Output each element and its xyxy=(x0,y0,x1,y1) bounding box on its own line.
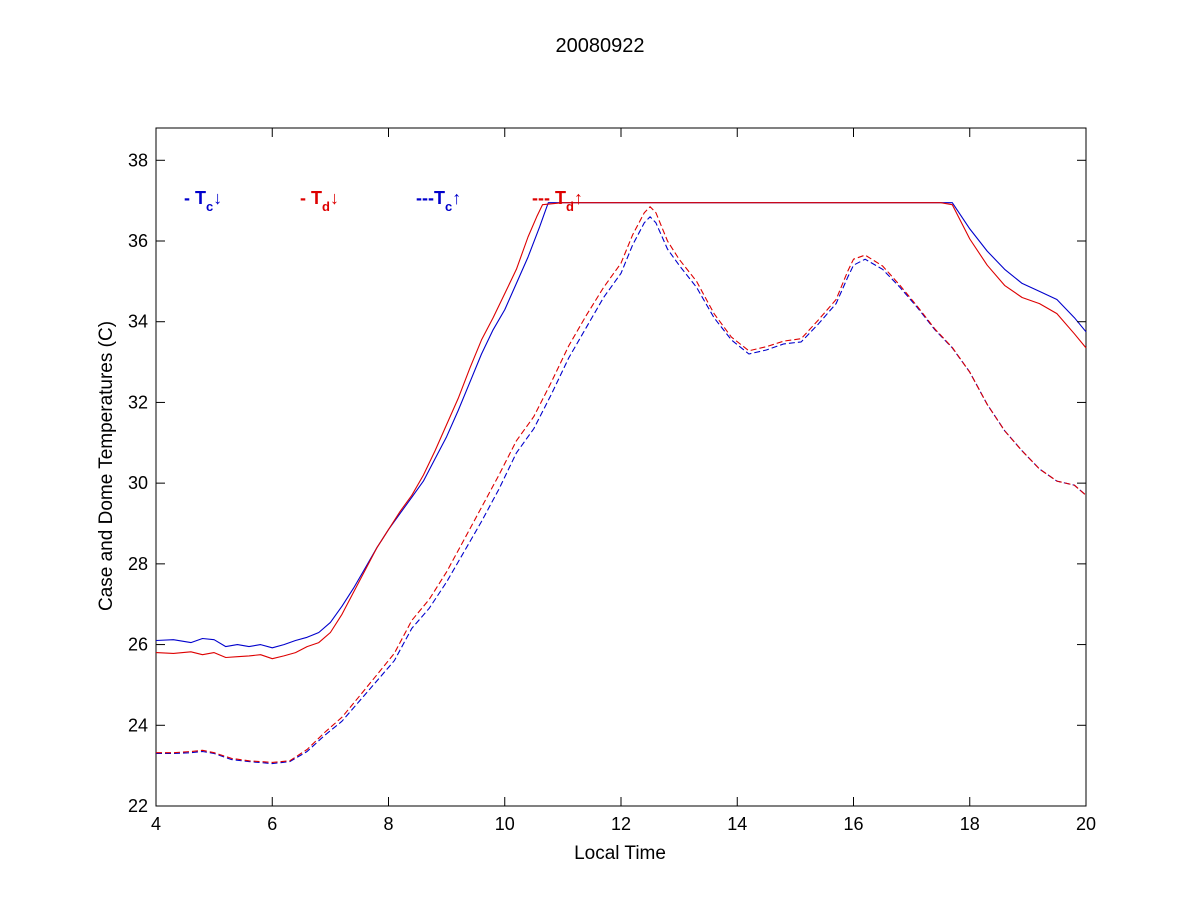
series-line-2 xyxy=(155,202,1087,660)
axis-ticks: 4 6 8 10 12 14 16 18 20 22 24 26 28 30 32 34 36 38 xyxy=(128,128,1096,834)
x-tick-label: 6 xyxy=(267,814,277,834)
legend-entry-3: ---Tc↑ xyxy=(416,188,461,214)
legend-entry-2: - Td↓ xyxy=(300,188,339,214)
series-line-1 xyxy=(155,202,1087,649)
y-tick-label: 36 xyxy=(128,231,148,251)
y-tick-label: 22 xyxy=(128,796,148,816)
x-tick-label: 14 xyxy=(727,814,747,834)
chart-title: 20080922 xyxy=(556,35,645,57)
series-line-3 xyxy=(156,216,1087,765)
y-tick-label: 34 xyxy=(128,312,148,332)
legend: - Tc↓ - Td↓ ---Tc↑ --- Td↑ xyxy=(184,188,583,214)
legend-entry-4: --- Td↑ xyxy=(532,188,583,214)
plot-area xyxy=(155,127,1087,807)
legend-entry-1: - Tc↓ xyxy=(184,188,222,214)
x-tick-label: 20 xyxy=(1076,814,1096,834)
y-tick-label: 32 xyxy=(128,392,148,412)
x-tick-label: 12 xyxy=(611,814,631,834)
y-tick-label: 38 xyxy=(128,150,148,170)
x-tick-label: 16 xyxy=(843,814,863,834)
x-tick-label: 8 xyxy=(383,814,393,834)
y-tick-label: 26 xyxy=(128,635,148,655)
x-tick-label: 18 xyxy=(960,814,980,834)
y-tick-label: 30 xyxy=(128,473,148,493)
x-axis-label: Local Time xyxy=(574,843,666,864)
series-layer xyxy=(155,202,1087,765)
x-tick-label: 4 xyxy=(151,814,161,834)
y-axis-label: Case and Dome Temperatures (C) xyxy=(96,321,117,611)
series-line-4 xyxy=(156,206,1087,763)
y-tick-label: 24 xyxy=(128,715,148,735)
plot-frame xyxy=(155,127,1087,807)
x-tick-label: 10 xyxy=(495,814,515,834)
y-tick-label: 28 xyxy=(128,554,148,574)
